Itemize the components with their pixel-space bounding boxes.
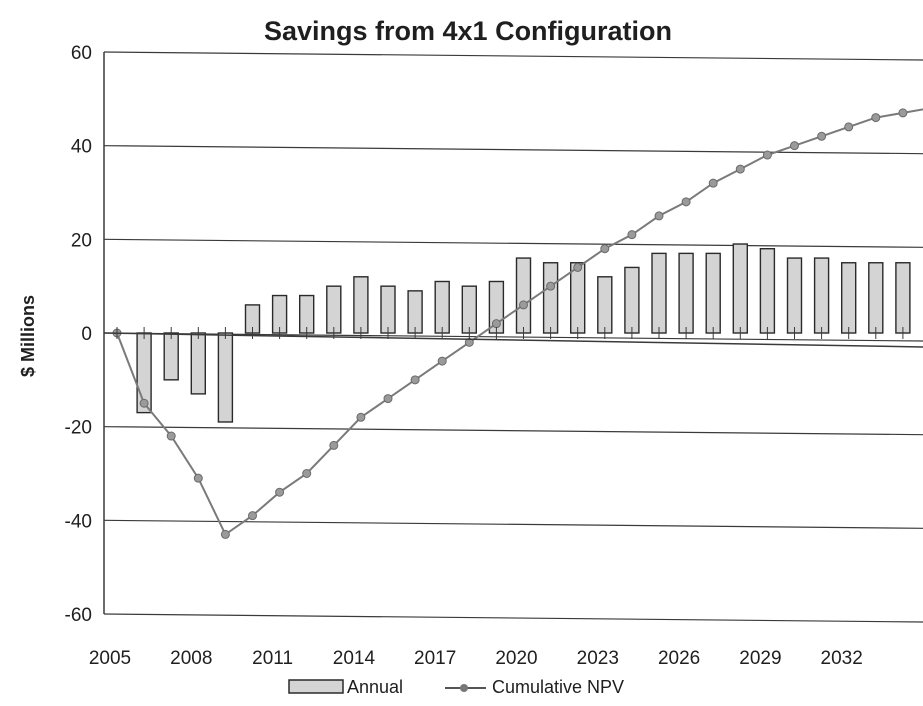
legend: Annual Cumulative NPV: [288, 677, 624, 697]
annual-bar: [841, 262, 857, 334]
y-tick-label: -60: [65, 605, 92, 626]
gridline: [103, 238, 923, 248]
annual-bar: [434, 280, 450, 334]
annual-bar: [705, 252, 721, 334]
annual-bar: [542, 262, 559, 334]
npv-point: [139, 398, 149, 408]
npv-point: [248, 511, 257, 521]
y-tick-label: 20: [71, 230, 92, 251]
x-tick-label: 2017: [414, 648, 456, 669]
gridline: [103, 426, 923, 436]
y-tick-label: 40: [71, 137, 92, 158]
grid-lines: [103, 51, 923, 623]
annual-bar: [732, 243, 748, 334]
legend-npv-marker: [460, 684, 468, 692]
npv-point: [166, 431, 176, 441]
legend-npv-label: Cumulative NPV: [492, 677, 624, 697]
x-tick-label: 2020: [495, 648, 537, 669]
gridline: [103, 519, 923, 529]
annual-bars: [136, 243, 911, 423]
annual-bar: [217, 332, 234, 423]
annual-bar: [597, 276, 613, 334]
legend-annual-label: Annual: [347, 677, 403, 697]
npv-point: [410, 375, 420, 385]
chart-title: Savings from 4x1 Configuration: [264, 16, 672, 46]
npv-point: [546, 281, 556, 291]
gridline: [103, 145, 923, 155]
npv-point: [600, 244, 610, 254]
annual-bar: [515, 257, 532, 334]
cumulative-npv-series: [112, 108, 923, 539]
annual-bar: [380, 285, 396, 334]
npv-point: [708, 178, 718, 188]
npv-point: [654, 211, 664, 221]
annual-bar: [786, 257, 803, 334]
npv-point: [573, 262, 583, 272]
axes: [103, 52, 923, 614]
npv-point: [627, 230, 637, 240]
gridline: [103, 51, 923, 61]
npv-point: [220, 529, 230, 539]
x-tick-label: 2029: [739, 648, 781, 669]
gridline: [103, 613, 923, 623]
annual-bar: [813, 257, 830, 334]
npv-point: [437, 356, 447, 366]
annual-bar: [895, 262, 911, 334]
y-tick-label: -20: [65, 418, 92, 439]
annual-bar: [326, 285, 342, 334]
x-tick-label: 2026: [658, 648, 700, 669]
npv-point: [519, 300, 528, 310]
annual-bar: [868, 262, 884, 334]
tick-labels: 60 40 20 0 -20 -40 -60 2005 2008 2011 2014 2017 2020…: [65, 43, 863, 669]
annual-bar: [570, 262, 586, 334]
annual-bar: [759, 247, 776, 334]
npv-point: [735, 164, 745, 174]
annual-bar: [461, 285, 477, 334]
x-tick-label: 2023: [577, 648, 619, 669]
y-tick-label: -40: [65, 511, 92, 532]
npv-point: [275, 487, 285, 497]
y-axis-label: $ Millions: [18, 295, 38, 377]
npv-point: [329, 440, 339, 450]
x-tick-label: 2014: [333, 648, 376, 669]
x-axis-zero-line: [103, 332, 923, 348]
npv-point: [383, 394, 393, 404]
annual-bar: [353, 276, 369, 334]
annual-bar: [624, 266, 640, 334]
y-tick-label: 0: [81, 324, 92, 345]
npv-point: [302, 469, 312, 478]
x-tick-label: 2032: [821, 648, 863, 669]
annual-bar: [190, 332, 207, 395]
x-tick-label: 2005: [89, 648, 131, 669]
annual-bar: [678, 252, 694, 334]
npv-point: [681, 197, 691, 207]
x-tick-label: 2008: [170, 648, 212, 669]
y-tick-label: 60: [71, 43, 92, 64]
npv-point: [844, 122, 854, 132]
npv-point: [871, 113, 881, 123]
x-tick-label: 2011: [252, 648, 293, 669]
npv-point: [193, 473, 203, 483]
annual-bar: [407, 290, 423, 334]
annual-bar: [651, 252, 667, 334]
npv-point: [790, 141, 799, 151]
gridline: [103, 332, 923, 342]
npv-point: [817, 131, 827, 141]
npv-point: [491, 319, 501, 329]
npv-point: [898, 108, 908, 118]
npv-point: [356, 412, 366, 422]
npv-point: [762, 150, 772, 160]
annual-bar: [163, 332, 179, 381]
legend-annual-swatch: [288, 679, 344, 694]
